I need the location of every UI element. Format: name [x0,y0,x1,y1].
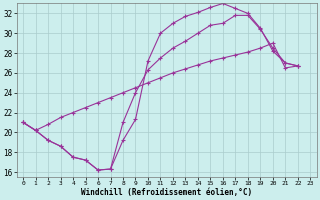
X-axis label: Windchill (Refroidissement éolien,°C): Windchill (Refroidissement éolien,°C) [81,188,252,197]
